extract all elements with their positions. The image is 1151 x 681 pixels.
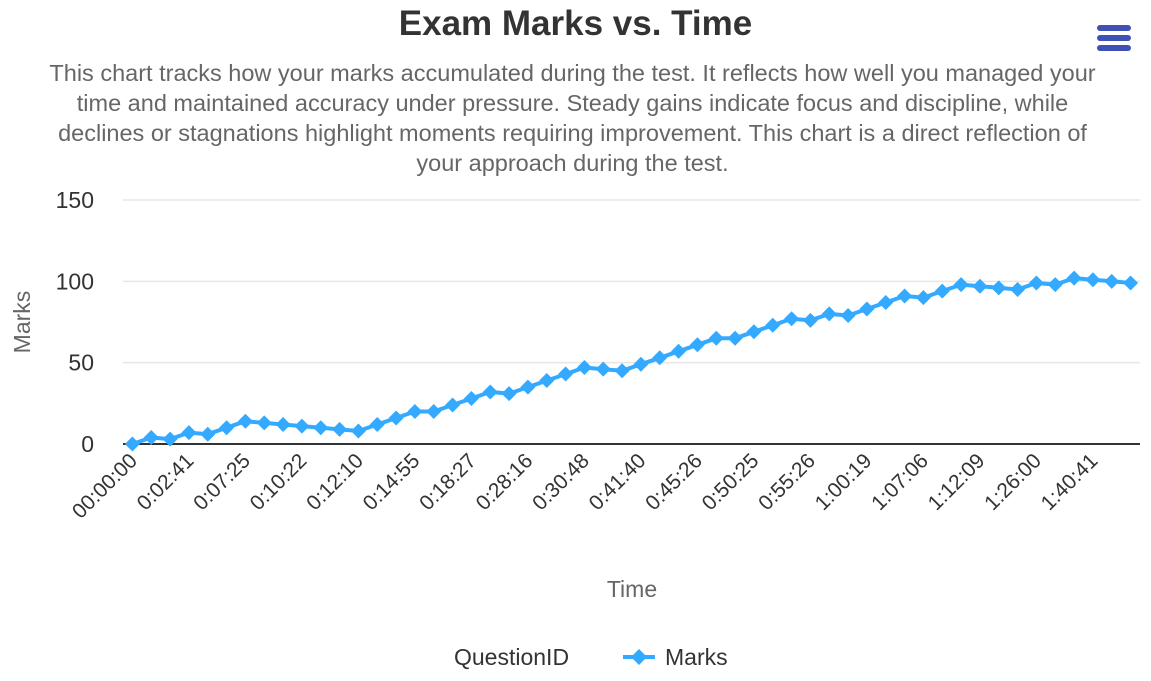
data-point-marker[interactable] [558, 366, 574, 382]
x-tick-label: 0:50:25 [698, 449, 764, 515]
x-tick-label: 0:10:22 [246, 449, 312, 515]
data-point-marker[interactable] [1123, 275, 1139, 291]
legend: QuestionID Marks [0, 640, 1151, 674]
data-point-marker[interactable] [219, 420, 235, 436]
y-tick-label: 150 [56, 187, 94, 213]
data-point-marker[interactable] [576, 360, 592, 376]
data-point-marker[interactable] [878, 294, 894, 310]
data-point-marker[interactable] [539, 373, 555, 389]
chart-subtitle: This chart tracks how your marks accumul… [49, 60, 1096, 176]
chart-title: Exam Marks vs. Time [398, 4, 753, 43]
x-tick-label: 0:41:40 [585, 449, 651, 515]
legend-label: Marks [665, 644, 728, 670]
data-point-marker[interactable] [934, 283, 950, 299]
data-point-marker[interactable] [784, 311, 800, 327]
hamburger-menu-icon[interactable] [1094, 22, 1134, 54]
data-point-marker[interactable] [1028, 275, 1044, 291]
data-point-marker[interactable] [332, 421, 348, 437]
data-point-marker[interactable] [124, 436, 140, 452]
y-axis-ticks: 0 50 100 150 [56, 187, 94, 457]
data-point-marker[interactable] [1085, 272, 1101, 288]
x-axis-ticks: 00:00:000:02:410:07:250:10:220:12:100:14… [68, 449, 1103, 523]
data-point-marker[interactable] [162, 431, 178, 447]
x-tick-label: 1:12:09 [924, 449, 990, 515]
x-tick-label: 1:07:06 [867, 449, 933, 515]
data-point-marker[interactable] [200, 426, 216, 442]
x-tick-label: 00:00:00 [68, 449, 142, 523]
x-tick-label: 0:07:25 [189, 449, 255, 515]
menu-bar [1097, 35, 1131, 41]
data-point-marker[interactable] [520, 379, 536, 395]
data-point-marker[interactable] [1010, 281, 1026, 297]
data-point-marker[interactable] [1066, 270, 1082, 286]
data-point-marker[interactable] [1047, 277, 1063, 293]
data-point-marker[interactable] [821, 306, 837, 322]
legend-title: QuestionID [454, 644, 570, 670]
data-point-marker[interactable] [746, 324, 762, 340]
y-tick-label: 100 [56, 268, 94, 294]
data-point-marker[interactable] [181, 425, 197, 441]
data-point-marker[interactable] [350, 423, 366, 439]
data-point-marker[interactable] [765, 317, 781, 333]
data-point-marker[interactable] [388, 410, 404, 426]
y-tick-label: 0 [81, 431, 94, 457]
data-point-marker[interactable] [595, 361, 611, 377]
x-tick-label: 1:40:41 [1037, 449, 1103, 515]
data-point-marker[interactable] [652, 350, 668, 366]
x-tick-label: 0:18:27 [415, 449, 481, 515]
data-point-marker[interactable] [972, 278, 988, 294]
y-tick-label: 50 [68, 350, 94, 376]
y-axis-title: Marks [9, 291, 35, 354]
grid-lines [123, 199, 1140, 445]
data-point-marker[interactable] [143, 429, 159, 445]
data-point-marker[interactable] [633, 356, 649, 372]
data-point-marker[interactable] [897, 288, 913, 304]
data-point-marker[interactable] [275, 416, 291, 432]
data-point-marker[interactable] [256, 415, 272, 431]
data-point-marker[interactable] [294, 418, 310, 434]
x-tick-label: 0:30:48 [528, 449, 594, 515]
menu-bar [1097, 25, 1131, 31]
x-tick-label: 0:28:16 [472, 449, 538, 515]
data-point-marker[interactable] [463, 390, 479, 406]
marks-series[interactable] [124, 270, 1139, 452]
data-point-marker[interactable] [915, 290, 931, 306]
data-point-marker[interactable] [426, 403, 442, 419]
x-tick-label: 0:14:55 [359, 449, 425, 515]
x-tick-label: 1:26:00 [980, 449, 1046, 515]
data-point-marker[interactable] [1104, 273, 1120, 289]
data-point-marker[interactable] [445, 397, 461, 413]
x-tick-label: 0:55:26 [754, 449, 820, 515]
data-point-marker[interactable] [313, 420, 329, 436]
x-tick-label: 0:45:26 [641, 449, 707, 515]
data-point-marker[interactable] [237, 413, 253, 429]
x-axis-title: Time [607, 576, 657, 602]
x-tick-label: 0:12:10 [302, 449, 368, 515]
data-point-marker[interactable] [840, 307, 856, 323]
data-point-marker[interactable] [407, 403, 423, 419]
data-point-marker[interactable] [482, 384, 498, 400]
x-tick-label: 0:02:41 [133, 449, 199, 515]
data-point-marker[interactable] [501, 386, 517, 402]
data-point-marker[interactable] [708, 330, 724, 346]
data-point-marker[interactable] [614, 363, 630, 379]
data-point-marker[interactable] [369, 416, 385, 432]
data-point-marker[interactable] [859, 301, 875, 317]
data-point-marker[interactable] [802, 312, 818, 328]
data-point-marker[interactable] [689, 337, 705, 353]
x-tick-label: 1:00:19 [811, 449, 877, 515]
data-point-marker[interactable] [953, 277, 969, 293]
menu-bar [1097, 45, 1131, 51]
data-point-marker[interactable] [671, 343, 687, 359]
data-point-marker[interactable] [727, 330, 743, 346]
data-point-marker[interactable] [991, 280, 1007, 296]
diamond-marker-icon [623, 649, 655, 665]
